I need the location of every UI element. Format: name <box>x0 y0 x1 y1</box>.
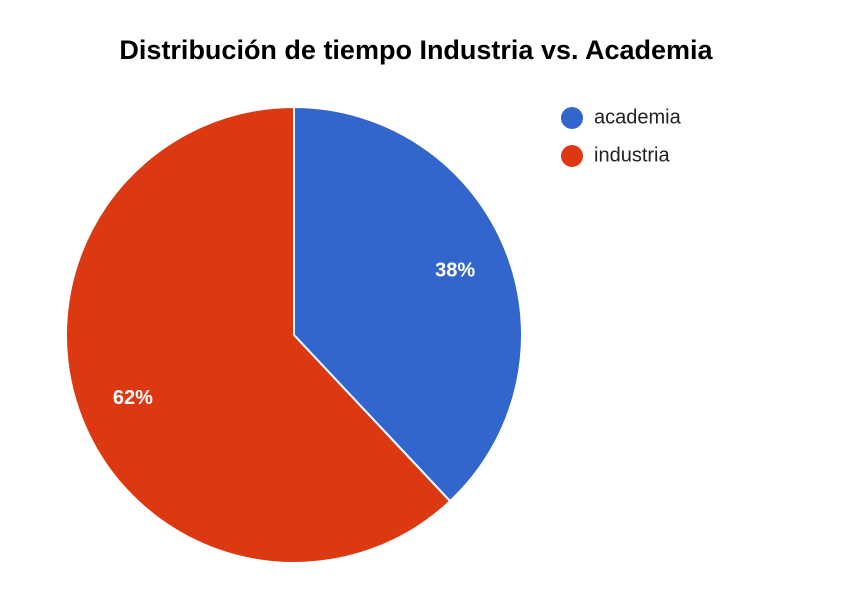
value-label: 38% <box>435 259 475 281</box>
legend-swatch <box>561 107 583 129</box>
pie-slice <box>65 105 452 564</box>
legend-label: academia <box>594 106 682 128</box>
value-label: 62% <box>113 387 153 409</box>
legend-label: industria <box>594 144 670 166</box>
chart-title: Distribución de tiempo Industria vs. Aca… <box>119 35 713 65</box>
legend-swatch <box>561 145 583 167</box>
pie-slice <box>293 105 523 503</box>
